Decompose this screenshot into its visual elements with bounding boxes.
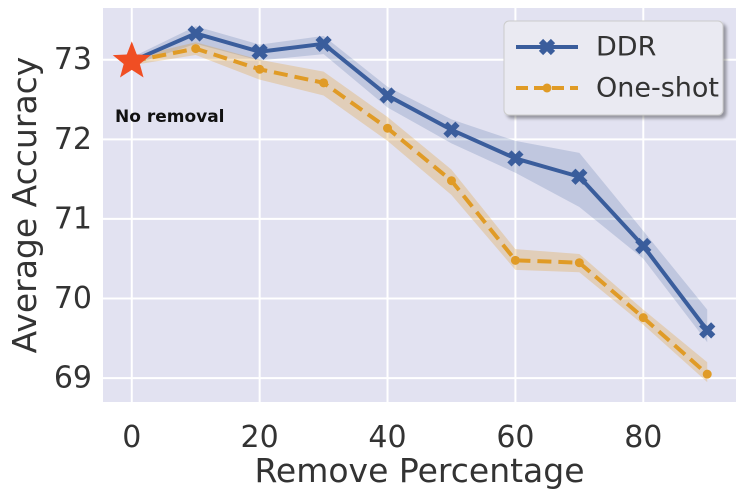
ddr-point	[507, 150, 524, 167]
series-lines	[130, 31, 709, 376]
ddr-confidence-band	[131, 26, 708, 343]
ddr-line	[130, 31, 709, 332]
ddr-point	[251, 43, 268, 60]
series-markers	[123, 25, 716, 379]
legend-one-shot-label: One-shot	[596, 73, 719, 104]
ddr-point	[379, 87, 396, 104]
y-axis-title: Average Accuracy	[5, 57, 44, 354]
one-shot-point	[574, 258, 584, 268]
ddr-point	[443, 121, 460, 138]
x-tick-label: 0	[122, 420, 141, 455]
one-shot-line	[131, 46, 709, 376]
y-tick-label: 71	[54, 201, 92, 236]
ddr-point	[635, 237, 652, 255]
x-axis-title: Remove Percentage	[254, 451, 584, 490]
baseline-group: No removal	[112, 41, 225, 127]
one-shot-point	[319, 78, 329, 88]
legend-ddr-label: DDR	[596, 32, 656, 63]
baseline-label: No removal	[115, 107, 225, 127]
y-tick-label: 73	[54, 42, 92, 77]
x-tick-label: 40	[368, 420, 406, 455]
ddr-point	[571, 168, 588, 185]
one-shot-point	[191, 44, 201, 54]
one-shot-point	[383, 123, 393, 133]
y-tick-label: 69	[54, 361, 92, 396]
x-tick-label: 20	[241, 420, 279, 455]
legend-one-shot-marker	[542, 83, 552, 93]
one-shot-point	[638, 313, 648, 323]
legend-box	[503, 20, 724, 116]
confidence-bands	[131, 26, 708, 383]
ddr-point	[187, 25, 204, 42]
ddr-point	[315, 35, 332, 52]
one-shot-point	[510, 255, 520, 265]
y-tick-label: 70	[54, 281, 92, 316]
one-shot-point	[446, 176, 456, 186]
ddr-point	[699, 322, 716, 339]
x-tick-labels: 0 20 40 60 80	[122, 420, 662, 455]
one-shot-point	[702, 369, 712, 379]
legend-ddr-marker	[538, 38, 556, 56]
y-tick-label: 72	[54, 122, 92, 157]
x-tick-label: 60	[496, 420, 534, 455]
legend: DDR One-shot	[503, 20, 724, 116]
one-shot-point	[255, 64, 265, 74]
x-tick-label: 80	[624, 420, 662, 455]
baseline-star	[112, 41, 151, 78]
y-tick-labels: 69 70 71 72 73	[54, 42, 92, 395]
